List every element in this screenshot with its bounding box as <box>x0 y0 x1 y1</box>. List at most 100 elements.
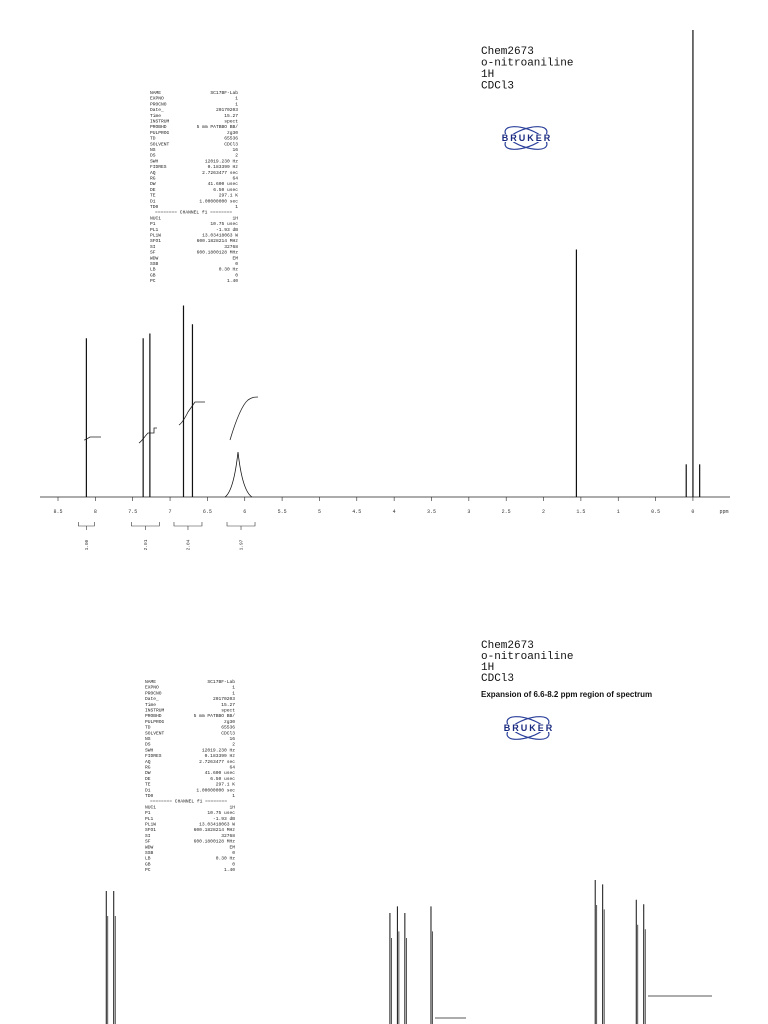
param-key: SSB <box>145 850 154 856</box>
x-tick-label: 8 <box>94 509 97 515</box>
param-value: zg30 <box>227 130 238 136</box>
param-value: 297.1 K <box>216 782 236 788</box>
param-value: 10.75 usec <box>210 221 238 227</box>
param-key: P1 <box>145 810 151 816</box>
param-key: TD0 <box>150 204 159 210</box>
param-value: 1H <box>229 804 235 810</box>
param-key: SSB <box>150 261 159 267</box>
param-value: 65536 <box>224 136 238 142</box>
param-key: NAME <box>150 90 161 96</box>
logo-ring <box>504 126 548 150</box>
param-key: TD <box>150 136 156 142</box>
param-value: -1.93 dB <box>216 227 238 233</box>
param-value: 600.1828214 MHz <box>197 238 239 244</box>
param-value: 16 <box>229 736 235 742</box>
param-value: zg30 <box>224 719 235 725</box>
param-key: TE <box>150 193 156 199</box>
param-key: LB <box>150 267 156 273</box>
param-key: NS <box>150 147 156 153</box>
param-value: 297.1 K <box>219 193 239 199</box>
x-tick-label: 2.5 <box>502 509 511 515</box>
logo-ring <box>504 126 548 150</box>
param-value: EM <box>232 255 238 261</box>
param-key: PL1 <box>145 816 154 822</box>
param-value: 12019.230 Hz <box>202 747 235 753</box>
param-value: 600.1800128 MHz <box>194 839 236 845</box>
logo-text: BRUKER <box>504 723 555 733</box>
param-key: WDW <box>150 255 159 261</box>
param-key: P1 <box>150 221 156 227</box>
param-value: 0 <box>232 861 235 867</box>
param-key: FIDRES <box>145 753 162 759</box>
param-key: RG <box>150 176 156 182</box>
param-value: EM <box>229 844 235 850</box>
param-value: 1 <box>235 96 238 102</box>
param-key: SOLVENT <box>145 730 165 736</box>
param-value: 1.00000000 sec <box>199 198 238 204</box>
param-value: 10.75 usec <box>207 810 235 816</box>
integral-curve <box>83 436 101 441</box>
logo-ring <box>506 716 550 740</box>
param-value: 1 <box>235 101 238 107</box>
param-value: 1 <box>235 204 238 210</box>
param-value: 6.50 usec <box>213 187 238 193</box>
integral-curve <box>178 401 205 426</box>
x-tick-label: 3.5 <box>427 509 436 515</box>
param-key: NUC1 <box>150 215 161 221</box>
param-value: 1 <box>232 793 235 799</box>
param-key: ======== CHANNEL f1 ======== <box>155 210 232 216</box>
param-key: TE <box>145 782 151 788</box>
x-tick-label: 4.5 <box>352 509 361 515</box>
broad-peak <box>224 451 253 498</box>
param-key: FIDRES <box>150 164 167 170</box>
x-tick-label: 6 <box>243 509 246 515</box>
param-key: DW <box>150 181 156 187</box>
param-value: 16 <box>232 147 238 153</box>
param-value: 2.7263477 sec <box>202 170 238 176</box>
param-key: NAME <box>145 679 156 685</box>
param-key: PULPROG <box>145 719 165 725</box>
param-key: ======== CHANNEL f1 ======== <box>150 799 227 805</box>
integral-bracket <box>78 522 95 530</box>
param-value: 64 <box>229 765 235 771</box>
param-key: PL1W <box>150 233 161 239</box>
param-key: DS <box>145 742 151 748</box>
param-value: 2.7263477 sec <box>199 759 235 765</box>
param-value: 0.183399 Hz <box>205 753 236 759</box>
x-tick-label: 7.5 <box>128 509 137 515</box>
x-tick-label: 4 <box>393 509 396 515</box>
param-key: SF <box>150 250 156 256</box>
param-value: 15.27 <box>221 702 235 708</box>
x-tick-label: 2 <box>542 509 545 515</box>
param-key: DE <box>150 187 156 193</box>
integral-bracket <box>226 522 256 530</box>
param-value: 0.30 Hz <box>219 267 239 273</box>
param-value: SC17BF-Lab <box>207 679 235 685</box>
param-value: 1 <box>232 685 235 691</box>
header-line: Chem2673 <box>481 640 534 652</box>
header-line: Chem2673 <box>481 46 534 58</box>
param-key: INSTRUM <box>145 708 165 714</box>
logo-ring <box>506 716 550 740</box>
x-tick-label: 8.5 <box>53 509 62 515</box>
param-key: NS <box>145 736 151 742</box>
param-value: 600.1828214 MHz <box>194 827 236 833</box>
param-value: 0 <box>232 850 235 856</box>
param-key: NUC1 <box>145 804 156 810</box>
param-key: EXPNO <box>145 685 159 691</box>
param-key: AQ <box>150 170 156 176</box>
param-value: 0.183399 Hz <box>208 164 239 170</box>
param-value: 600.1800128 MHz <box>197 250 239 256</box>
param-key: D1 <box>145 787 151 793</box>
param-key: Date_ <box>150 107 164 113</box>
subtitle: Expansion of 6.6-8.2 ppm region of spect… <box>481 690 652 699</box>
x-tick-label: 0.5 <box>651 509 660 515</box>
x-tick-label: 7 <box>169 509 172 515</box>
logo-text: BRUKER <box>502 133 553 143</box>
logo-band <box>488 134 566 142</box>
param-key: GB <box>145 861 151 867</box>
param-value: SC17BF-Lab <box>210 90 238 96</box>
param-key: INSTRUM <box>150 119 170 125</box>
param-value: 1H <box>232 215 238 221</box>
